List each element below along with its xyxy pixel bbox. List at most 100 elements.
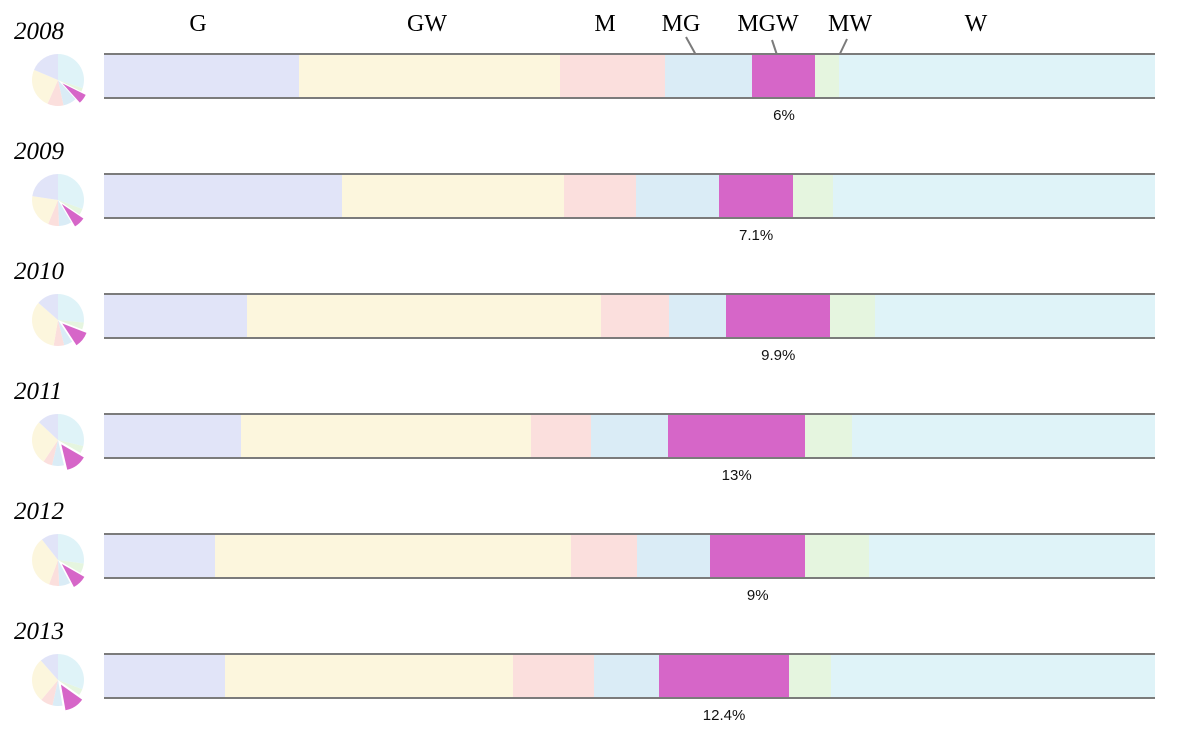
pie-chart [31, 414, 84, 470]
pie-slice-m [47, 80, 64, 107]
pie-chart [32, 534, 85, 587]
pie-slice-g [38, 294, 58, 320]
bar-segment-m [512, 655, 594, 697]
pie-slice-g [41, 534, 58, 560]
bar-segment-mw [804, 415, 853, 457]
bar-segment-m [560, 55, 666, 97]
bar-segment-mw [793, 175, 834, 217]
pie-chart [32, 654, 84, 711]
bar-segment-mg [593, 655, 659, 697]
bar-segment-mw [789, 655, 832, 697]
year-label: 2012 [14, 498, 64, 525]
category-label-gw: GW [407, 11, 447, 37]
stacked-bar-row [104, 173, 1155, 219]
bar-segment-gw [246, 295, 602, 337]
bar-segment-mgw [668, 415, 805, 457]
year-row-2008: 2008 6% [0, 10, 1179, 130]
pie-slice-gw [32, 196, 58, 225]
highlight-percent-label: 7.1% [739, 227, 774, 244]
pie-slice-g [32, 174, 58, 200]
year-row-2009: 2009 7.1% [0, 130, 1179, 250]
pie-slice-w [58, 534, 84, 564]
bar-segment-mg [636, 535, 711, 577]
bar-segment-mg [590, 415, 669, 457]
bar-segment-g [104, 535, 216, 577]
bar-segment-gw [224, 655, 513, 697]
highlight-percent-label: 9% [746, 587, 769, 604]
stacked-bar-row [104, 653, 1155, 699]
category-label-mgw: MGW [737, 11, 799, 37]
pie-slice-mg [58, 200, 72, 226]
year-row-2013: 2013 12.4% [0, 610, 1179, 730]
bar-segment-gw [215, 535, 571, 577]
pie-slice-mw [58, 560, 84, 573]
bar-segment-w [875, 295, 1155, 337]
pie-slice-gw [32, 660, 58, 700]
year-row-2011: 2011 13% [0, 370, 1179, 490]
pie-chart [32, 174, 85, 227]
pie-chart [31, 54, 86, 107]
bar-segment-mw [815, 55, 839, 97]
bar-segment-mgw [718, 175, 794, 217]
pie-slice-mg [58, 320, 73, 346]
bar-segment-mgw [726, 295, 831, 337]
bar-segment-g [104, 415, 241, 457]
stacked-bar-row [104, 413, 1155, 459]
bar-segment-g [104, 175, 342, 217]
bar-segment-w [838, 55, 1155, 97]
stacked-bar-row [104, 53, 1155, 99]
category-label-g: G [189, 11, 207, 37]
pie-slice-mg [52, 680, 63, 707]
bar-segment-w [869, 535, 1155, 577]
pie-slice-gw [31, 422, 58, 462]
pie-slice-mgw [62, 83, 86, 103]
pie-slice-mgw [61, 444, 84, 470]
bar-segment-mw [804, 535, 870, 577]
pie-slice-gw [31, 69, 58, 104]
bar-segment-g [104, 655, 225, 697]
highlight-percent-label: 12.4% [702, 707, 746, 724]
pie-slice-w [58, 414, 84, 447]
category-label-mw: MW [828, 11, 872, 37]
highlight-percent-label: 6% [773, 107, 795, 124]
category-label-w: W [964, 11, 988, 37]
year-label: 2011 [14, 378, 63, 405]
bar-segment-mgw [752, 55, 816, 97]
pie-slice-m [43, 440, 58, 466]
bar-segment-mg [635, 175, 719, 217]
bar-segment-m [601, 295, 670, 337]
bar-segment-w [852, 415, 1155, 457]
category-label-mg: MG [661, 11, 701, 37]
pie-slice-g [34, 54, 58, 80]
pie-slice-mgw [61, 563, 85, 587]
pie-slice-m [48, 200, 59, 226]
pie-slice-mw [58, 200, 83, 215]
stacked-bar-row [104, 293, 1155, 339]
pie-slice-mg [58, 560, 71, 586]
year-row-2010: 2010 9.9% [0, 250, 1179, 370]
pie-chart [31, 294, 87, 347]
pie-slice-mw [58, 320, 84, 330]
pie-slice-w [58, 54, 85, 89]
pie-slice-gw [31, 302, 58, 346]
pie-slice-mw [58, 680, 83, 696]
year-row-2012: 2012 9% [0, 490, 1179, 610]
pie-slice-g [39, 414, 58, 440]
year-label: 2008 [14, 18, 64, 45]
bar-segment-g [104, 55, 300, 97]
bar-segment-mg [669, 295, 727, 337]
highlight-percent-label: 13% [721, 467, 752, 484]
bar-segment-w [833, 175, 1155, 217]
pie-slice-mgw [60, 684, 83, 711]
highlight-percent-label: 9.9% [761, 347, 796, 364]
pie-slice-mgw [62, 323, 87, 346]
pie-slice-mg [52, 440, 64, 466]
bar-segment-gw [240, 415, 531, 457]
bar-segment-mgw [658, 655, 790, 697]
pie-slice-g [40, 654, 58, 680]
pie-slice-mg [58, 80, 76, 106]
year-label: 2010 [14, 258, 64, 285]
pie-slice-m [41, 680, 58, 706]
pie-slice-mw [58, 80, 83, 92]
